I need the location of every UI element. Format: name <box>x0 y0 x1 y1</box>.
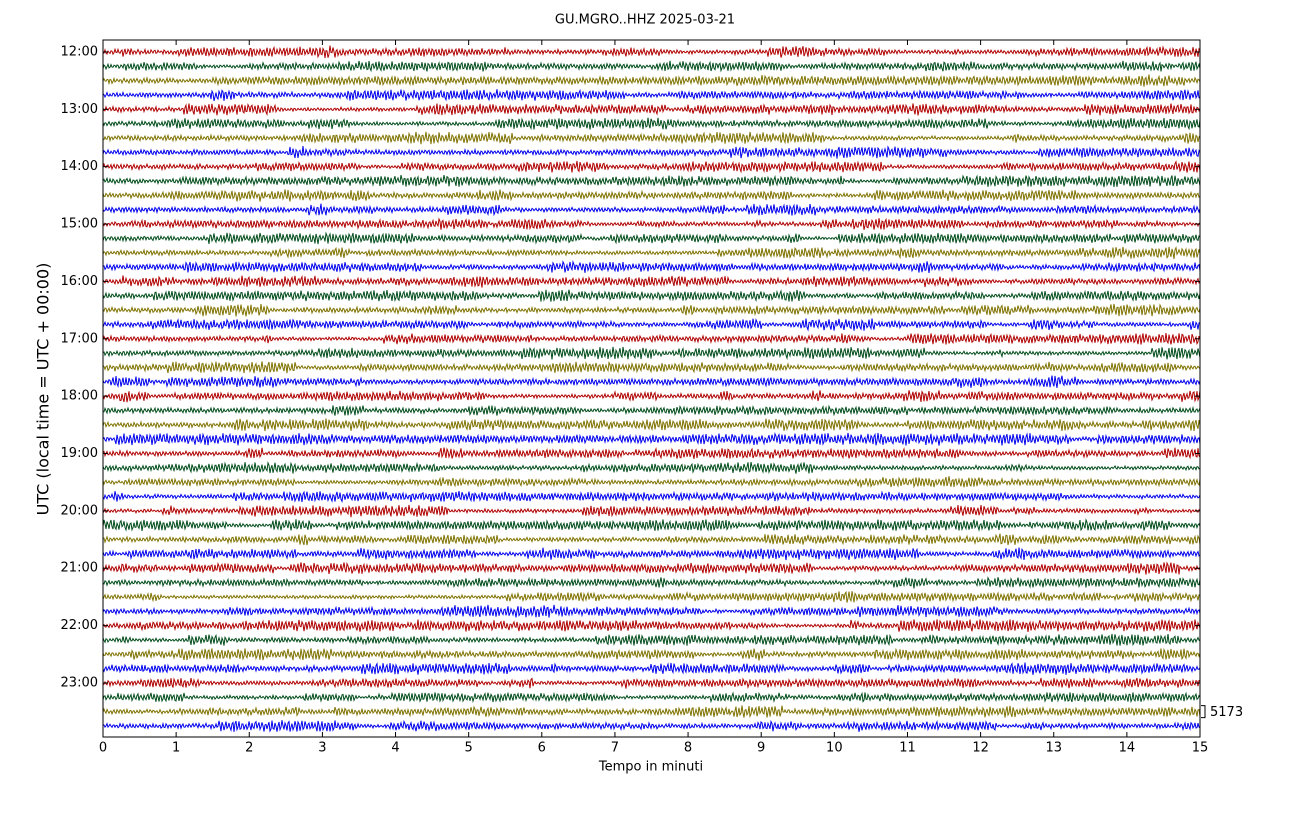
x-tick-label: 2 <box>245 741 253 756</box>
x-tick-label: 14 <box>1119 741 1136 756</box>
x-tick-label: 3 <box>318 741 326 756</box>
y-tick-label: 22:00 <box>61 618 98 633</box>
x-tick-label: 11 <box>899 741 916 756</box>
x-tick-label: 12 <box>972 741 989 756</box>
trace <box>102 189 1201 202</box>
trace <box>102 490 1201 503</box>
trace <box>102 404 1201 417</box>
y-tick-label: 19:00 <box>61 446 98 461</box>
traces <box>102 45 1201 733</box>
y-tick-label: 20:00 <box>61 503 98 518</box>
trace <box>102 274 1201 288</box>
trace <box>102 203 1201 217</box>
trace <box>102 533 1201 546</box>
y-axis-label: UTC (local time = UTC + 00:00) <box>34 263 53 516</box>
trace <box>102 705 1201 719</box>
trace <box>102 217 1201 231</box>
trace <box>102 518 1201 532</box>
y-tick-label: 12:00 <box>61 44 98 59</box>
trace <box>102 145 1201 159</box>
trace <box>102 131 1201 145</box>
trace <box>102 662 1201 675</box>
trace <box>102 375 1201 388</box>
trace <box>102 103 1201 116</box>
y-tick-label: 17:00 <box>61 331 98 346</box>
trace <box>102 88 1201 102</box>
x-tick-label: 10 <box>826 741 843 756</box>
x-tick-label: 9 <box>757 741 765 756</box>
trace <box>102 231 1201 245</box>
trace <box>102 476 1201 489</box>
trace <box>102 447 1201 460</box>
trace <box>102 360 1201 374</box>
y-tick-label: 21:00 <box>61 561 98 576</box>
trace <box>102 647 1201 661</box>
trace <box>102 60 1201 73</box>
x-tick-label: 8 <box>684 741 692 756</box>
y-tick-label: 16:00 <box>61 274 98 289</box>
y-tick-label: 13:00 <box>61 102 98 117</box>
trace <box>102 619 1201 632</box>
trace <box>102 289 1201 303</box>
trace <box>102 174 1201 188</box>
y-tick-label: 23:00 <box>61 675 98 690</box>
trace <box>102 346 1201 361</box>
trace <box>102 691 1201 704</box>
trace <box>102 677 1201 689</box>
trace <box>102 504 1201 518</box>
trace <box>102 117 1201 131</box>
trace <box>102 390 1201 403</box>
trace <box>102 418 1201 432</box>
trace <box>102 431 1201 446</box>
trace <box>102 576 1201 589</box>
trace <box>102 74 1201 87</box>
scale-label: 5173 <box>1210 705 1243 720</box>
trace <box>102 604 1201 618</box>
x-tick-label: 4 <box>391 741 399 756</box>
trace <box>102 561 1201 575</box>
x-tick-label: 7 <box>611 741 619 756</box>
trace <box>102 303 1201 317</box>
chart-title: GU.MGRO..HHZ 2025-03-21 <box>555 13 735 28</box>
y-tick-label: 14:00 <box>61 159 98 174</box>
x-tick-label: 6 <box>538 741 546 756</box>
trace <box>102 160 1201 174</box>
x-tick-label: 0 <box>99 741 107 756</box>
x-tick-label: 1 <box>172 741 180 756</box>
y-tick-label: 15:00 <box>61 217 98 232</box>
trace <box>102 318 1200 332</box>
trace <box>102 246 1201 260</box>
trace <box>102 633 1201 647</box>
trace <box>102 590 1201 603</box>
trace <box>102 460 1201 474</box>
scale-bar <box>1201 705 1206 719</box>
trace <box>102 260 1201 273</box>
trace <box>102 332 1201 346</box>
trace <box>102 719 1201 733</box>
x-tick-label: 13 <box>1045 741 1062 756</box>
x-tick-label: 15 <box>1192 741 1209 756</box>
y-tick-label: 18:00 <box>61 389 98 404</box>
x-tick-label: 5 <box>465 741 473 756</box>
trace <box>103 45 1201 59</box>
trace <box>102 547 1201 561</box>
x-axis-label: Tempo in minuti <box>598 760 703 775</box>
plot-frame <box>102 39 1201 738</box>
